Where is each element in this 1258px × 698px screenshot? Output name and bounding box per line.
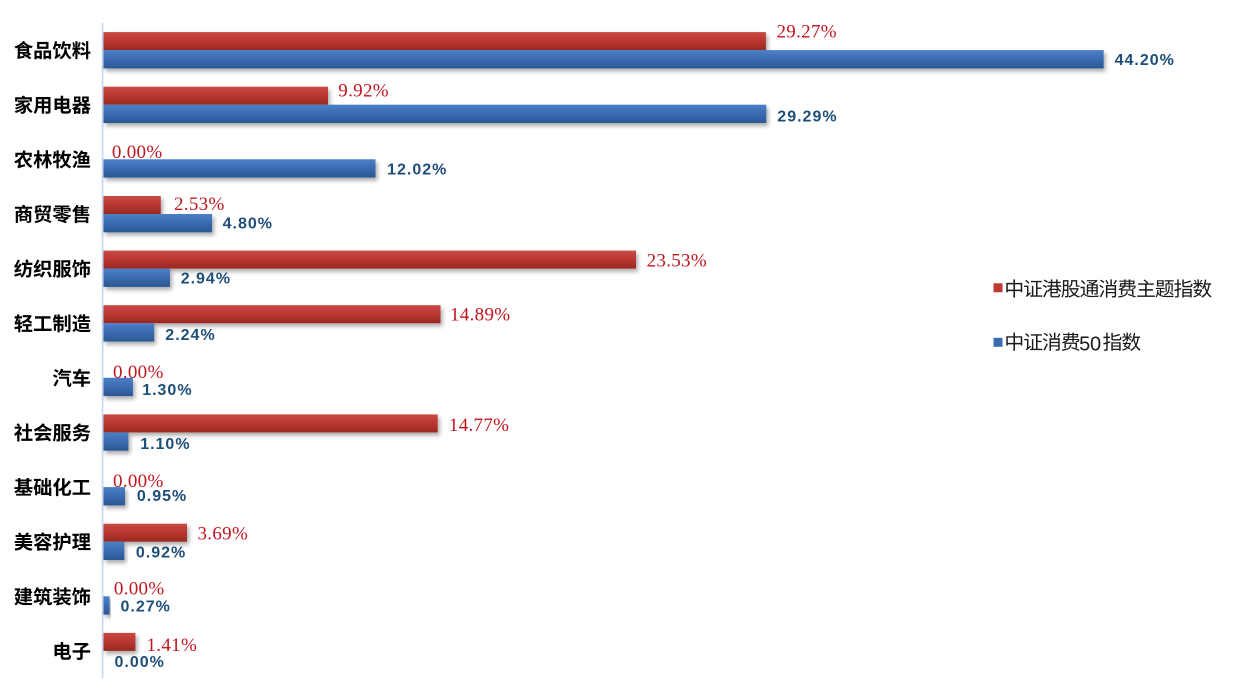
svg-text:0.00%: 0.00% <box>113 362 164 383</box>
svg-text:0.00%: 0.00% <box>113 471 164 492</box>
svg-text:0.27%: 0.27% <box>121 599 171 616</box>
svg-text:1.41%: 1.41% <box>147 635 198 656</box>
svg-text:2.53%: 2.53% <box>174 194 225 215</box>
svg-text:12.02%: 12.02% <box>387 162 447 179</box>
svg-text:2.94%: 2.94% <box>181 271 231 288</box>
svg-text:14.77%: 14.77% <box>449 415 509 436</box>
svg-text:50: 50 <box>1079 333 1101 355</box>
svg-text:29.29%: 29.29% <box>777 108 837 125</box>
svg-text:0.92%: 0.92% <box>136 545 186 562</box>
svg-text:3.69%: 3.69% <box>198 524 249 545</box>
svg-text:9.92%: 9.92% <box>338 81 389 102</box>
svg-text:0.95%: 0.95% <box>137 488 187 505</box>
svg-text:1.10%: 1.10% <box>140 436 190 453</box>
svg-text:0.00%: 0.00% <box>115 654 165 671</box>
svg-text:14.89%: 14.89% <box>450 305 510 326</box>
svg-text:44.20%: 44.20% <box>1115 52 1175 69</box>
svg-text:4.80%: 4.80% <box>223 216 273 233</box>
svg-text:0.00%: 0.00% <box>114 578 165 599</box>
svg-text:1.30%: 1.30% <box>142 382 192 399</box>
svg-text:29.27%: 29.27% <box>777 22 837 43</box>
svg-text:23.53%: 23.53% <box>647 251 707 272</box>
svg-text:2.24%: 2.24% <box>165 327 215 344</box>
svg-text:0.00%: 0.00% <box>112 142 163 163</box>
